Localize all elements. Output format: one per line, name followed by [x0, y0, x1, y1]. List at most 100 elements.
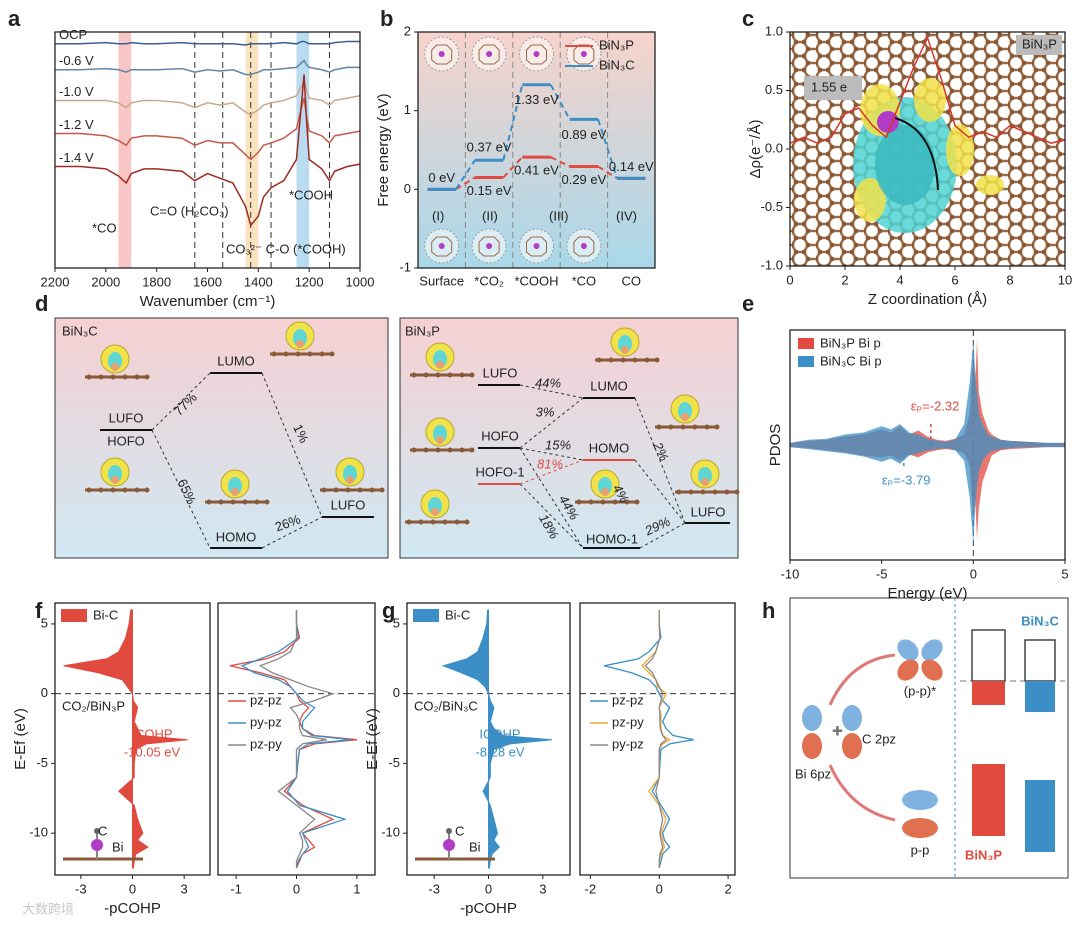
y-tick-label: -0.5 [761, 199, 783, 214]
level-label: LUFO [691, 504, 726, 519]
x-tick-label: 3 [181, 881, 188, 896]
connector [597, 165, 618, 180]
panel-letter: c [742, 6, 754, 31]
y-tick-label: 5 [393, 615, 400, 630]
legend-swatch [61, 609, 87, 622]
cohp-line [603, 609, 694, 869]
legend-label: pz-py [250, 736, 282, 751]
pdos-area [790, 445, 1065, 545]
orbital-bar [1025, 681, 1055, 712]
x-tick-label: 0 [293, 881, 300, 896]
arrow [894, 117, 939, 191]
legend-label: BiN₃P [599, 37, 634, 52]
y-tick-label: 0 [393, 685, 400, 700]
series-line [55, 40, 360, 46]
molecule-icon [443, 839, 455, 851]
band-center-label: εₚ=-3.79 [882, 472, 931, 487]
plot-frame [789, 329, 1066, 561]
panel-title: BiN₃P [405, 323, 440, 338]
cohp-area [63, 609, 188, 869]
annotation: (I) [432, 208, 444, 223]
x-axis-label: -pCOHP [104, 900, 161, 917]
connector [455, 159, 476, 190]
x-tick-label: 6 [951, 272, 958, 287]
level-label: LUMO [590, 378, 628, 393]
watermark: 大数跨境 [22, 901, 74, 916]
x-tick-label: 1200 [295, 274, 324, 289]
charge-density [914, 78, 946, 122]
x-tick-label: -2 [585, 881, 597, 896]
legend-swatch [798, 356, 814, 367]
state-icon [424, 36, 460, 72]
value-label: 0.37 eV [467, 140, 512, 155]
level-label: HOMO [589, 440, 629, 455]
legend-swatch [413, 609, 439, 622]
annotation: -10.05 eV [124, 744, 181, 759]
x-axis-label: Wavenumber (cm⁻¹) [140, 293, 276, 310]
connector [455, 176, 476, 191]
x-tick-label: 1400 [244, 274, 273, 289]
annotation: 1.55 e [811, 79, 847, 94]
panel-letter: f [35, 598, 43, 623]
legend-label: pz-py [612, 714, 644, 729]
plot-background [418, 32, 655, 268]
percent: 3% [536, 404, 555, 419]
level-label: LUFO [331, 497, 366, 512]
band-center-label: εₚ=-2.32 [911, 398, 960, 413]
svg-text:✚: ✚ [832, 723, 843, 738]
charge-density [946, 124, 974, 176]
annotation: Bi [469, 839, 481, 854]
y-tick-label: 2 [404, 23, 411, 38]
label: (p-p)* [904, 683, 937, 698]
label: p-p [911, 842, 930, 857]
connector [502, 84, 524, 161]
chart: pz-pz py-pz pz-py -1 0 1 [217, 602, 376, 896]
level-label: LUFO [109, 410, 144, 425]
orbital-bar [972, 681, 1005, 705]
x-tick-label: 1800 [142, 274, 171, 289]
percent: 15% [545, 437, 571, 452]
annotation: BiN₃P [1022, 36, 1057, 51]
orbital-bar [1025, 780, 1055, 852]
y-tick-label: -10 [381, 825, 400, 840]
x-tick-label: 4 [896, 272, 903, 287]
chart: pz-pz pz-py py-pz -2 0 2 [579, 602, 736, 896]
legend-label: pz-pz [250, 692, 282, 707]
annotation: -8.28 eV [475, 744, 524, 759]
y-tick-label: 0 [41, 685, 48, 700]
band [296, 32, 310, 268]
series-line [55, 97, 361, 161]
molecule-icon [94, 828, 100, 834]
x-tick-label: 0 [970, 566, 977, 581]
connector [550, 156, 571, 168]
panel-letter: b [380, 6, 393, 31]
x-tick-label: 2200 [41, 274, 70, 289]
y-axis-label: E-Ef (eV) [12, 708, 29, 770]
label: C 2pz [862, 731, 896, 746]
molecule-icon [91, 839, 103, 851]
label-box [1016, 35, 1062, 55]
legend-label: BiN₃P Bi p [820, 335, 881, 350]
y-tick-label: 1.0 [765, 23, 783, 38]
charge-density [875, 125, 935, 205]
state-icon [424, 228, 460, 264]
chart: OCP -0.6 V -1.0 V -1.2 V -1.4 V *CO C=O (H₂CO₃… [8, 6, 374, 310]
value-label: 1.33 eV [514, 92, 559, 107]
x-tick-label: 10 [1058, 272, 1072, 287]
series-line [789, 35, 1066, 144]
annotation: C [98, 823, 107, 838]
y-axis-label: E-Ef (eV) [364, 708, 381, 770]
x-tick-label: CO [622, 273, 642, 288]
x-tick-label: -3 [75, 881, 87, 896]
panel-title: BiN₃C [62, 323, 98, 338]
series-line [55, 79, 361, 116]
annotation: CO₂/BiN₃P [62, 698, 125, 713]
level-label: HOFO [481, 428, 519, 443]
state-icon [519, 228, 554, 264]
level-label: HOFO-1 [475, 464, 524, 479]
series-label: -1.0 V [59, 84, 94, 99]
molecule-icon [446, 828, 452, 834]
x-tick-label: *CO₂ [474, 273, 504, 288]
